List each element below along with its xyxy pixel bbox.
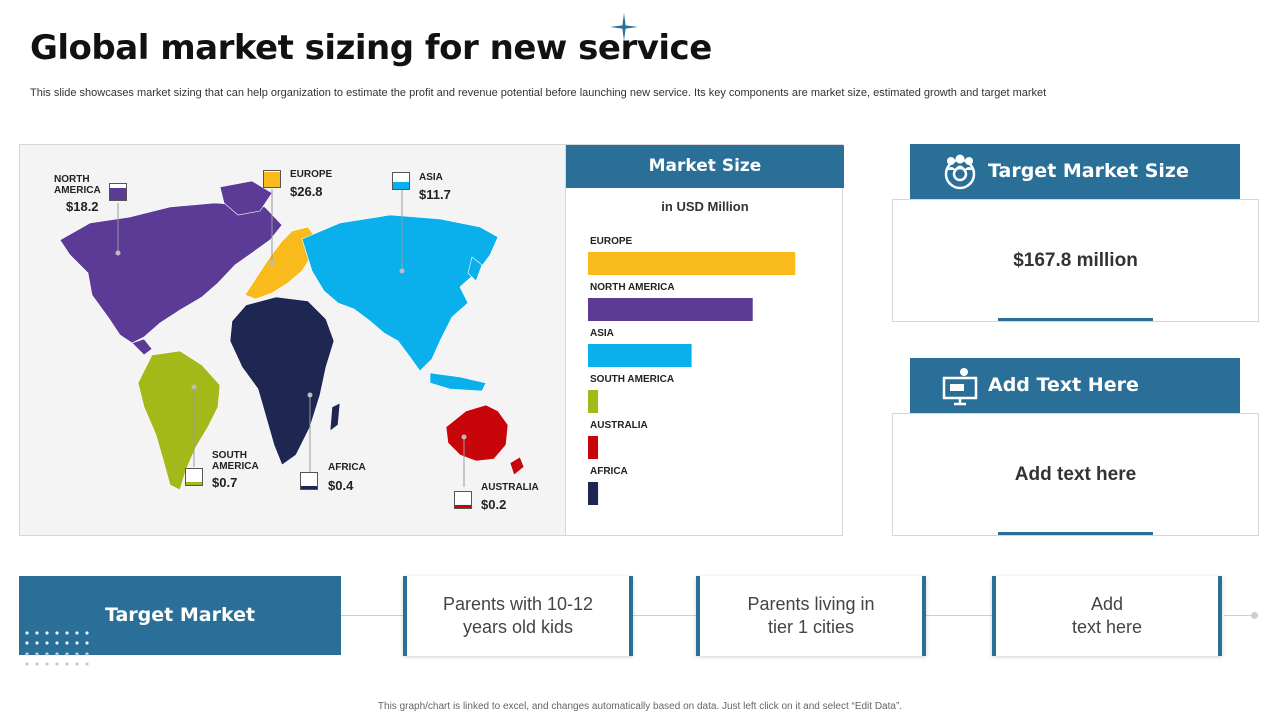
region-label-australia: AUSTRALIA <box>481 482 539 493</box>
region-value-africa: $0.4 <box>328 478 354 493</box>
target-market-item-2: Parents living in tier 1 cities <box>696 576 926 656</box>
swatch-europe <box>263 170 281 188</box>
presenter-icon <box>942 368 978 406</box>
target-market-label: Target Market <box>19 576 341 655</box>
new-zealand-shape <box>509 456 525 476</box>
connector-line <box>926 615 992 616</box>
region-label-south-america: SOUTH AMERICA <box>212 450 259 472</box>
region-label-africa: AFRICA <box>328 462 366 473</box>
swatch-asia <box>392 172 410 190</box>
add-text-card: Add text here <box>892 413 1259 536</box>
connector-line <box>633 615 696 616</box>
swatch-north-america <box>109 183 127 201</box>
card-accent-bar <box>998 318 1153 321</box>
region-label-north-america: NORTH AMERICA <box>54 174 101 196</box>
target-market-size-header: Target Market Size <box>910 144 1240 199</box>
target-market-size-card: $167.8 million <box>892 199 1259 322</box>
target-market-item-1: Parents with 10-12 years old kids <box>403 576 633 656</box>
bar-africa <box>588 482 599 505</box>
target-market-size-value: $167.8 million <box>1013 250 1138 271</box>
add-text-header: Add Text Here <box>910 358 1240 413</box>
world-map-panel: NORTH AMERICA $18.2 EUROPE $26.8 ASIA $1… <box>19 144 567 536</box>
connector-line <box>341 615 403 616</box>
bar-chart-svg: EUROPE NORTH AMERICA ASIA SOUTH AMERICA AUST… <box>588 236 796 505</box>
north-america-shape <box>59 202 283 344</box>
chart-title: Market Size <box>566 145 844 188</box>
region-value-asia: $11.7 <box>419 187 451 202</box>
bar-north-america <box>588 298 753 321</box>
slide-title: Global market sizing for new service <box>30 28 712 68</box>
world-map <box>59 180 525 491</box>
south-america-shape <box>137 350 221 491</box>
madagascar-shape <box>329 402 341 432</box>
bar-label-north-america: NORTH AMERICA <box>590 282 675 293</box>
target-market-size-title: Target Market Size <box>988 160 1189 182</box>
footer-note: This graph/chart is linked to excel, and… <box>377 701 903 712</box>
australia-shape <box>445 404 509 462</box>
add-text-title: Add Text Here <box>988 374 1139 396</box>
swatch-south-america <box>185 468 203 486</box>
bar-australia <box>588 436 599 459</box>
bar-label-africa: AFRICA <box>590 466 628 477</box>
indonesia-shape <box>429 372 487 392</box>
bar-europe <box>588 252 796 275</box>
asia-shape <box>301 214 499 372</box>
decorative-dots <box>25 631 89 666</box>
target-market-item-3: Add text here <box>992 576 1222 656</box>
bar-asia <box>588 344 692 367</box>
slide-subtitle: This slide showcases market sizing that … <box>30 87 1047 99</box>
add-text-value: Add text here <box>1014 464 1137 485</box>
region-value-south-america: $0.7 <box>212 475 238 490</box>
bar-label-australia: AUSTRALIA <box>590 420 648 431</box>
connector-end-dot <box>1251 612 1258 619</box>
region-value-australia: $0.2 <box>481 497 507 512</box>
region-value-europe: $26.8 <box>290 184 323 199</box>
central-america-shape <box>131 338 153 356</box>
people-target-icon <box>944 154 976 190</box>
connector-line <box>1224 615 1254 616</box>
market-size-chart: Market Size in USD Million EUROPE NORTH A… <box>565 144 844 536</box>
swatch-australia <box>454 491 472 509</box>
bar-label-asia: ASIA <box>590 328 614 339</box>
chart-unit-label: in USD Million <box>661 199 749 214</box>
region-label-asia: ASIA <box>419 172 443 183</box>
bar-label-south-america: SOUTH AMERICA <box>590 374 674 385</box>
bar-south-america <box>588 390 599 413</box>
japan-shape <box>467 256 483 282</box>
card-accent-bar <box>998 532 1153 535</box>
region-value-north-america: $18.2 <box>66 199 99 214</box>
africa-shape <box>229 296 335 466</box>
swatch-africa <box>300 472 318 490</box>
greenland-shape <box>219 180 273 216</box>
bar-label-europe: EUROPE <box>590 236 633 247</box>
region-label-europe: EUROPE <box>290 169 333 180</box>
sparkle-icon <box>610 13 638 41</box>
